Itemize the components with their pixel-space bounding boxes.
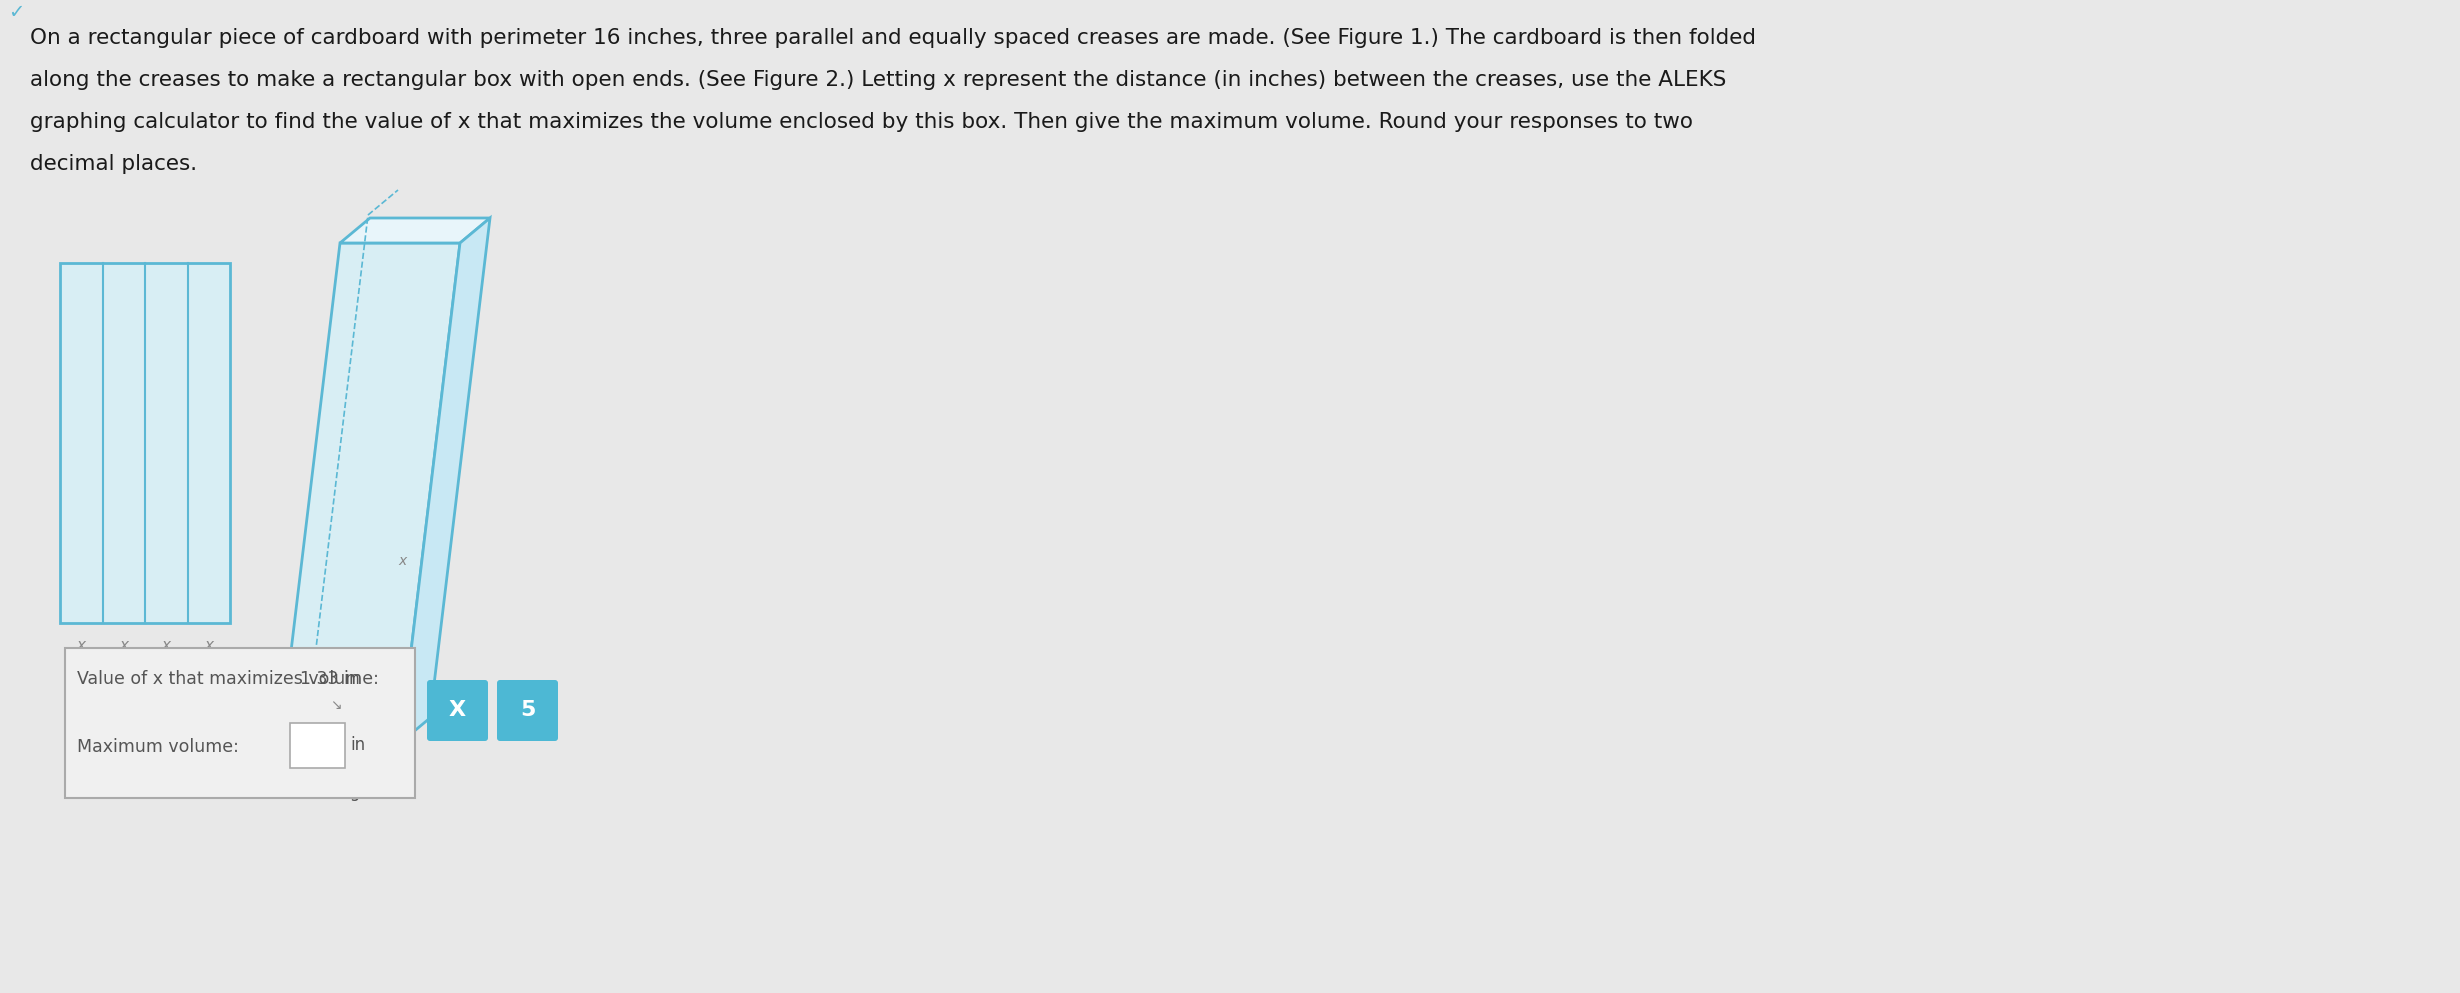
Text: x: x — [162, 638, 170, 653]
Text: ↘: ↘ — [330, 698, 342, 712]
FancyBboxPatch shape — [428, 680, 487, 741]
Text: x: x — [118, 638, 128, 653]
Text: along the creases to make a rectangular box with open ends. (See Figure 2.) Lett: along the creases to make a rectangular … — [30, 70, 1727, 90]
Text: graphing calculator to find the value of x that maximizes the volume enclosed by: graphing calculator to find the value of… — [30, 112, 1692, 132]
Text: ✓: ✓ — [7, 3, 25, 22]
Text: along the creases to make a rectangular box with open ends. (See Figure 2.) Lett: along the creases to make a rectangular … — [30, 70, 942, 90]
Text: X: X — [448, 700, 465, 721]
Text: x: x — [399, 554, 406, 568]
Text: Value of x that maximizes volume:: Value of x that maximizes volume: — [76, 670, 379, 688]
Text: 5: 5 — [519, 700, 536, 721]
Text: in: in — [349, 737, 364, 755]
FancyBboxPatch shape — [497, 680, 558, 741]
Text: decimal places.: decimal places. — [30, 154, 197, 174]
Text: On a rectangular piece of cardboard with perimeter 16 inches, three parallel and: On a rectangular piece of cardboard with… — [30, 28, 1756, 48]
Polygon shape — [401, 218, 490, 743]
Polygon shape — [59, 263, 229, 623]
Text: x: x — [335, 763, 344, 778]
Text: x: x — [204, 638, 214, 653]
Text: 1.33 in: 1.33 in — [300, 670, 359, 688]
Polygon shape — [339, 218, 490, 243]
Polygon shape — [280, 243, 460, 743]
Text: Figure 2: Figure 2 — [337, 783, 403, 801]
Text: x: x — [280, 706, 290, 720]
Text: Figure 1: Figure 1 — [111, 658, 177, 676]
Text: x: x — [76, 638, 86, 653]
Text: Maximum volume:: Maximum volume: — [76, 738, 239, 756]
FancyBboxPatch shape — [64, 648, 416, 798]
Bar — [290, 723, 344, 768]
